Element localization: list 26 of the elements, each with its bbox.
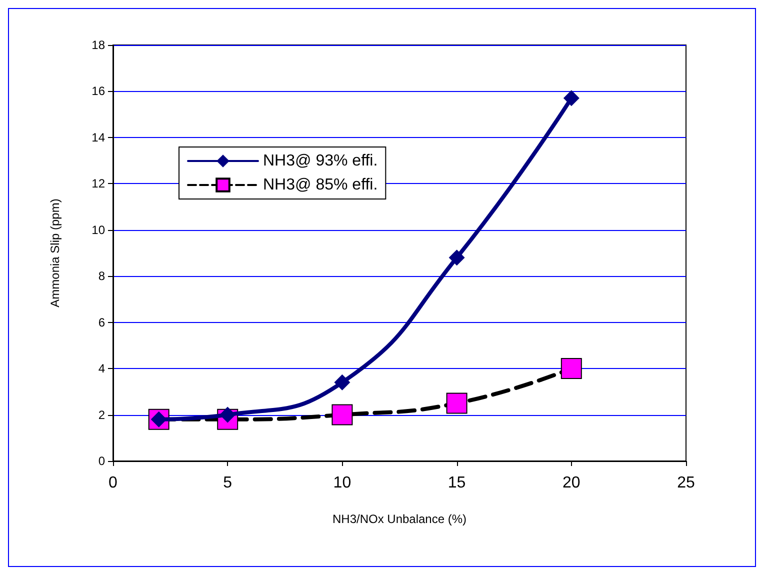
y-tick-label: 14 <box>92 130 106 144</box>
y-tick-label: 2 <box>98 408 106 422</box>
y-tick-label: 12 <box>92 176 106 191</box>
point <box>332 404 353 426</box>
point <box>448 250 465 266</box>
y-tick-label: 10 <box>92 222 106 237</box>
y-tick-label: 0 <box>98 454 106 468</box>
y-tick-label: 16 <box>92 84 106 98</box>
y-tick-label: 18 <box>92 38 106 52</box>
point <box>560 358 582 380</box>
legend-label: NH3@ 93% effi. <box>263 152 378 170</box>
point <box>563 90 580 106</box>
y-tick-label: 6 <box>98 315 106 330</box>
x-tick-label: 15 <box>448 474 466 492</box>
legend-label: NH3@ 85% effi. <box>263 176 378 194</box>
x-tick-label: 25 <box>677 474 695 492</box>
y-tick-label: 8 <box>98 269 106 284</box>
x-axis-title: NH3/NOx Unbalance (%) <box>332 512 467 526</box>
y-axis-title: Ammonia Slip (ppm) <box>48 198 62 308</box>
y-tick-label: 4 <box>98 362 106 376</box>
x-tick-label: 5 <box>223 474 232 492</box>
x-tick-label: 0 <box>108 474 118 492</box>
point <box>334 374 350 390</box>
x-tick-label: 20 <box>562 474 580 492</box>
point <box>446 392 468 414</box>
x-tick-label: 10 <box>333 474 352 492</box>
